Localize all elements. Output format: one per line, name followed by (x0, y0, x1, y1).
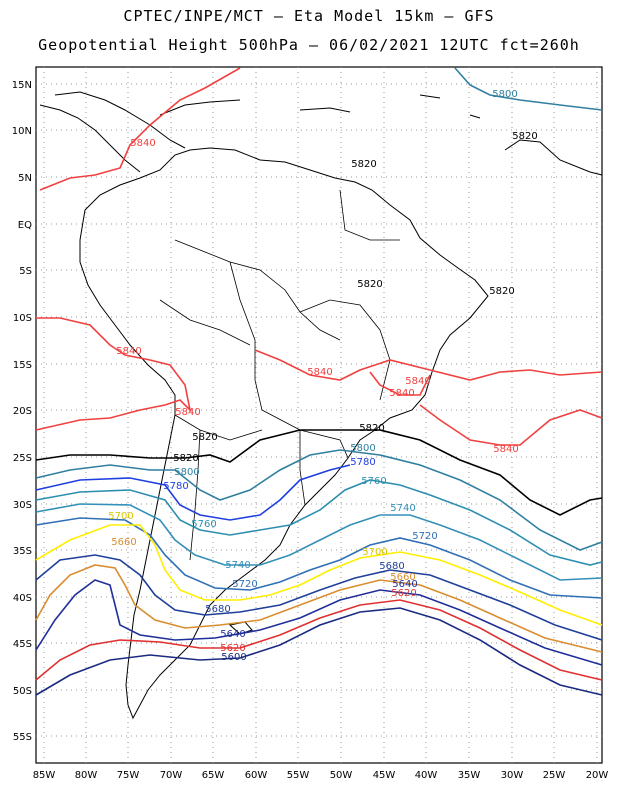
contour-label: 5660 (111, 537, 136, 548)
contour-label: 5700 (108, 511, 133, 522)
lon-label: 20W (586, 770, 609, 781)
longitude-labels: 85W 80W 75W 70W 65W 60W 55W 50W 45W 40W 35W 30W 25W 2… (33, 770, 609, 781)
contour-5840-south (419, 404, 603, 446)
contour-label: 5680 (205, 604, 230, 615)
contour-label: 5820 (173, 453, 198, 464)
africa-coastline (504, 139, 603, 176)
latitude-labels: 15N 10N 5N EQ 5S 10S 15S 20S 25S 30S 35S 40S 45S 50S 5… (12, 80, 32, 743)
contour-5840-central (35, 317, 192, 431)
lat-label: 20S (13, 406, 32, 417)
contour-5760 (35, 479, 603, 566)
lat-label: 30S (13, 500, 32, 511)
lon-label: 80W (75, 770, 98, 781)
contour-label: 5760 (361, 476, 386, 487)
contour-label: 5840 (130, 138, 155, 149)
contour-labels: 5800582058205820582058405820584058405840… (108, 89, 537, 663)
caribbean-islands (299, 94, 481, 119)
contour-label: 5780 (163, 481, 188, 492)
lon-label: 60W (245, 770, 268, 781)
contour-5820 (35, 429, 603, 516)
contour-5600 (35, 607, 603, 696)
contour-5840-north (39, 67, 241, 191)
contour-5800-north (454, 67, 603, 111)
contour-label: 5800 (350, 443, 375, 454)
contour-label: 5840 (493, 444, 518, 455)
contour-5780 (35, 464, 351, 521)
contour-label: 5820 (489, 286, 514, 297)
lat-label: 45S (13, 639, 32, 650)
contour-5840-loop (369, 371, 431, 396)
lat-label: 40S (13, 593, 32, 604)
contour-5740 (35, 503, 603, 581)
contour-label: 5800 (174, 467, 199, 478)
lon-label: 85W (33, 770, 56, 781)
lon-label: 65W (202, 770, 225, 781)
contour-label: 5760 (191, 519, 216, 530)
lat-label: 5N (18, 173, 32, 184)
contour-label: 5820 (192, 432, 217, 443)
contour-label: 5600 (221, 652, 246, 663)
contour-label: 5700 (362, 547, 387, 558)
contour-label: 5840 (307, 367, 332, 378)
contour-label: 5840 (175, 407, 200, 418)
contour-label: 5620 (391, 588, 416, 599)
contour-label: 5620 (220, 643, 245, 654)
lat-label: 50S (13, 686, 32, 697)
lon-label: 45W (373, 770, 396, 781)
lat-label: 25S (13, 453, 32, 464)
chart-title-line2: Geopotential Height 500hPa – 06/02/2021 … (38, 36, 580, 54)
graticule-grid (36, 67, 602, 763)
lat-label: EQ (18, 220, 32, 231)
contour-5680 (35, 554, 603, 641)
contour-5840-east (254, 349, 603, 381)
contour-5660 (35, 564, 603, 653)
lat-label: 10S (13, 313, 32, 324)
contour-label: 5720 (232, 579, 257, 590)
lon-label: 55W (287, 770, 310, 781)
country-borders (159, 189, 400, 561)
contour-label: 5640 (392, 579, 417, 590)
contour-label: 5780 (350, 457, 375, 468)
contour-label: 5740 (225, 560, 250, 571)
contour-label: 5660 (390, 572, 415, 583)
contour-label: 5840 (116, 346, 141, 357)
lat-label: 15S (13, 360, 32, 371)
contour-5700 (35, 524, 603, 626)
lon-label: 30W (501, 770, 524, 781)
chart-title-line1: CPTEC/INPE/MCT – Eta Model 15km – GFS (123, 7, 495, 25)
lon-label: 35W (458, 770, 481, 781)
lon-label: 75W (117, 770, 140, 781)
lon-label: 70W (160, 770, 183, 781)
contour-label: 5720 (412, 531, 437, 542)
central-america-coastline (39, 91, 241, 173)
lat-label: 15N (12, 80, 32, 91)
contour-label: 5800 (492, 89, 517, 100)
contour-5800-south (35, 449, 603, 551)
lat-label: 55S (13, 732, 32, 743)
lon-label: 40W (415, 770, 438, 781)
contour-label: 5840 (405, 376, 430, 387)
contour-label: 5820 (351, 159, 376, 170)
contour-label: 5740 (390, 503, 415, 514)
contour-layer (35, 67, 603, 696)
contour-label: 5820 (357, 279, 382, 290)
lon-label: 25W (543, 770, 566, 781)
lat-label: 5S (19, 266, 32, 277)
contour-5640 (35, 579, 603, 666)
lat-label: 10N (12, 126, 32, 137)
contour-label: 5640 (220, 629, 245, 640)
contour-5620 (35, 599, 603, 681)
lat-label: 35S (13, 546, 32, 557)
contour-label: 5820 (359, 423, 384, 434)
contour-label: 5840 (389, 388, 414, 399)
contour-label: 5680 (379, 561, 404, 572)
lon-label: 50W (330, 770, 353, 781)
contour-label: 5820 (512, 131, 537, 142)
